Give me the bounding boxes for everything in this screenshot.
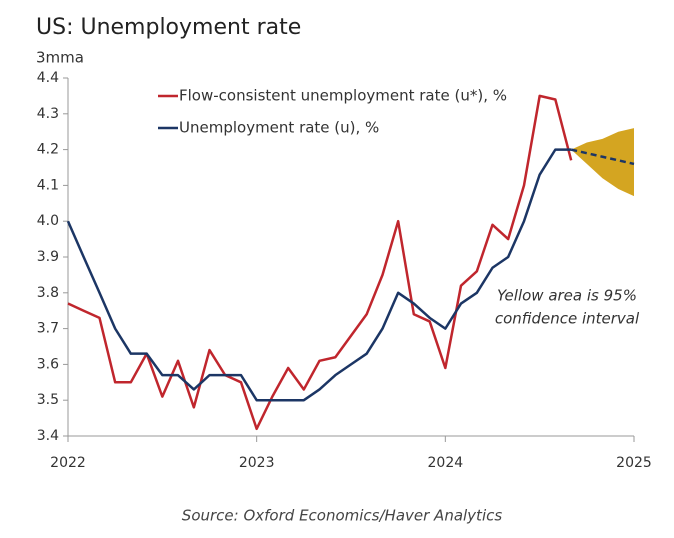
x-tick-label: 2022 [50,455,86,471]
confidence-band [571,128,634,197]
y-tick-label: 3.5 [37,392,59,408]
y-axis-label: 3mma [36,49,84,67]
y-tick-label: 4.3 [37,106,59,122]
legend-label: Unemployment rate (u), % [179,119,379,137]
x-tick-label: 2023 [239,455,275,471]
chart-title: US: Unemployment rate [36,15,301,40]
annotation: Yellow area is 95% [497,287,637,305]
legend-label: Flow-consistent unemployment rate (u*), … [179,87,507,105]
y-tick-label: 4.0 [37,213,59,229]
y-tick-label: 4.1 [37,177,59,193]
annotation: confidence interval [495,310,640,328]
y-tick-label: 3.4 [37,428,59,444]
x-tick-label: 2024 [428,455,464,471]
y-tick-label: 4.4 [37,70,59,86]
y-tick-label: 4.2 [37,142,59,158]
series-line [66,148,572,402]
y-tick-label: 3.9 [37,249,59,265]
forecast-line [570,148,635,166]
series-line [67,94,573,431]
y-tick-label: 3.6 [37,356,59,372]
x-tick-label: 2025 [616,455,652,471]
y-tick-label: 3.7 [37,321,59,337]
y-tick-label: 3.8 [37,285,59,301]
source: Source: Oxford Economics/Haver Analytics [182,507,503,525]
